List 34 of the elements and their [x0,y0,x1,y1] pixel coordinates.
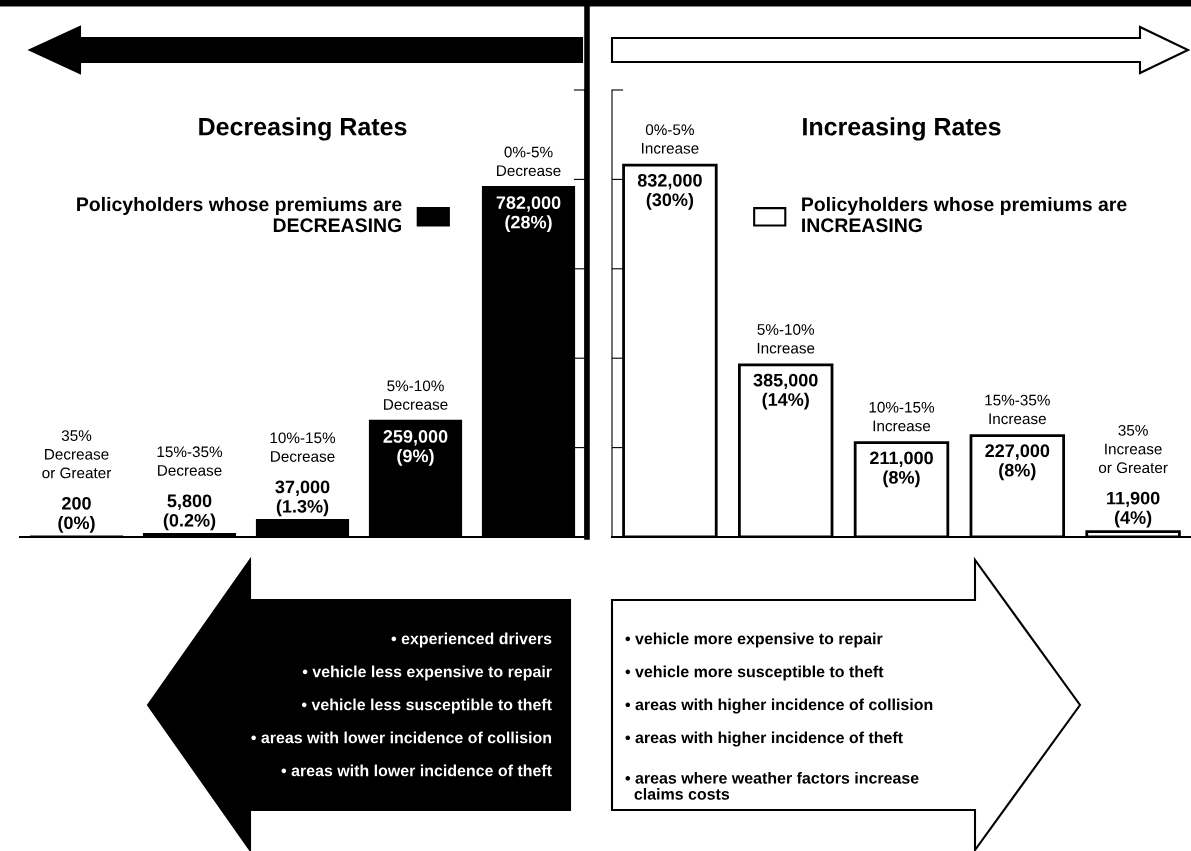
text: • vehicle less susceptible to theft [301,698,552,714]
data-label: 385,000 (14%) [753,373,818,410]
text: Decreasing Rates [199,117,407,141]
text: • areas with lower incidence of collision [251,731,552,744]
text: • vehicle more expensive to repair [625,632,883,648]
data-label: 37,000 (1.3%) [275,480,330,517]
legend-label: Policyholders whose premiums are DECREASING [77,196,402,233]
text: • vehicle less expensive to repair [302,665,552,681]
text: • areas with higher incidence of collision [625,698,933,714]
text: • areas with higher incidence of theft [625,731,903,747]
x-tick-label: 0%-5% Increase [642,124,699,154]
text: • areas with lower incidence of theft [281,764,552,777]
data-label: 11,900 (4%) [1107,491,1160,528]
data-label: 227,000 (8%) [985,444,1050,481]
x-tick-label: 5%-10% Decrease [384,380,448,410]
data-label: 5,800 (0.2%) [163,494,216,531]
x-tick-label: 5%-10% Increase [757,324,815,354]
text: • areas where weather factors increase claims costs [625,772,919,800]
x-tick-label: 10%-15% Increase [869,401,935,432]
x-tick-label: 35% Increase or Greater [1098,424,1168,474]
data-label: 259,000 (9%) [383,430,448,466]
legend-label: Policyholders whose premiums are INCREASING [802,196,1127,233]
data-label: 200 (0%) [58,496,95,533]
x-tick-label: 10%-15% Decrease [270,432,336,462]
x-tick-label: 0%-5% Decrease [497,146,561,177]
x-tick-label: 15%-35% Increase [985,394,1050,425]
x-tick-label: 15%-35% Decrease [157,446,223,476]
data-label: 782,000 (28%) [496,196,561,233]
x-tick-label: 35% Decrease or Greater [42,430,112,479]
text: • vehicle more susceptible to theft [625,665,884,681]
data-label: 211,000 (8%) [869,451,933,488]
text: Increasing Rates [803,117,1001,141]
text: • experienced drivers [391,632,552,648]
data-label: 832,000 (30%) [637,173,702,210]
